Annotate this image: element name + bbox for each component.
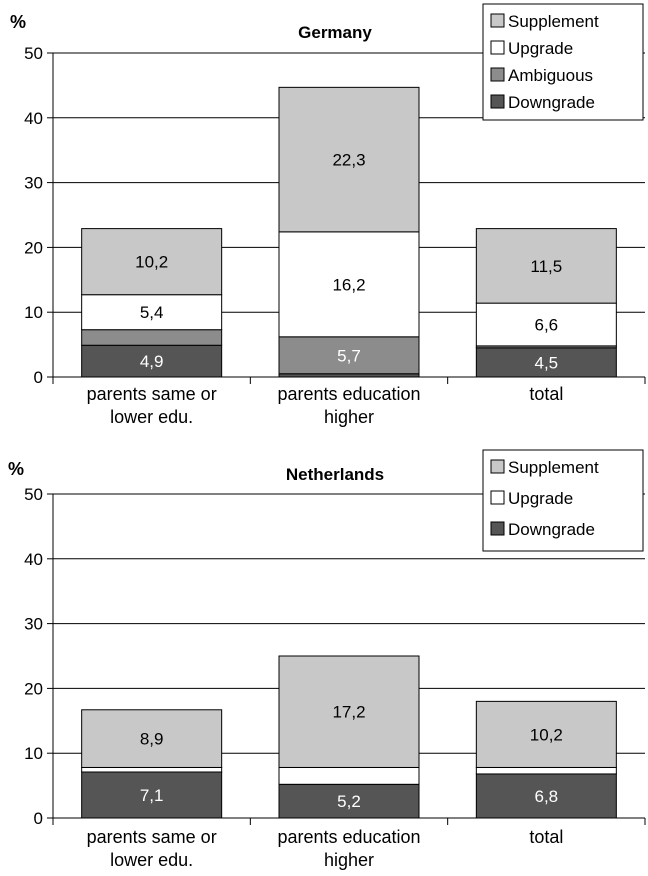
- data-label: 10,2: [530, 725, 563, 744]
- bar-segment-supplement: [278, 655, 420, 768]
- x-tick-label: higher: [324, 850, 374, 870]
- bar-segment-supplement: [278, 86, 420, 233]
- chart-title: Netherlands: [286, 465, 384, 484]
- chart-germany: 4,9 5,4 10,2 parents same or lower edu. 5,7 16…: [10, 3, 646, 427]
- legend-swatch-downgrade: [490, 521, 505, 536]
- y-tick-label: 20: [24, 238, 43, 257]
- legend: [482, 449, 644, 552]
- data-label: 5,4: [140, 303, 164, 322]
- y-tick-label: 50: [24, 44, 43, 63]
- y-tick-label: 40: [24, 109, 43, 128]
- bar-segment-upgrade: [81, 766, 223, 773]
- x-tick-label: parents same or: [87, 384, 217, 404]
- data-label: 4,5: [535, 353, 559, 372]
- data-label: 11,5: [530, 257, 562, 276]
- y-tick-label: 0: [34, 809, 43, 828]
- bar-segment-upgrade: [475, 766, 617, 775]
- x-tick-label: total: [529, 384, 563, 404]
- bar-segment-downgrade: [81, 344, 223, 378]
- data-label: 22,3: [332, 151, 365, 170]
- data-label: 17,2: [332, 703, 365, 722]
- bar-segment-downgrade: [278, 783, 420, 819]
- bar-segment-upgrade: [475, 302, 617, 347]
- legend-entry: Supplement: [508, 12, 599, 31]
- y-tick-label: 50: [24, 485, 43, 504]
- data-label: 8,9: [140, 730, 164, 749]
- legend-entry: Upgrade: [508, 489, 573, 508]
- legend-entry: Upgrade: [508, 39, 573, 58]
- y-axis-label: %: [10, 12, 26, 32]
- bar-segment-upgrade: [278, 231, 420, 338]
- x-tick-label: higher: [324, 407, 374, 427]
- legend-swatch-supplement: [490, 13, 505, 28]
- data-label: 7,1: [140, 786, 164, 805]
- legend-entry: Downgrade: [508, 520, 595, 539]
- bar-segment-ambiguous: [81, 329, 223, 346]
- y-tick-label: 10: [24, 303, 43, 322]
- legend-entry: Ambiguous: [508, 66, 593, 85]
- bar-segment-upgrade: [81, 294, 223, 331]
- bar-segment-ambiguous: [278, 336, 420, 375]
- data-label: 6,6: [535, 316, 559, 335]
- chart-title: Germany: [298, 23, 372, 42]
- x-tick-label: lower edu.: [110, 850, 193, 870]
- bar-segment-upgrade: [278, 766, 420, 785]
- legend-entry: Downgrade: [508, 93, 595, 112]
- legend: [482, 3, 644, 121]
- chart-netherlands: 7,1 8,9 parents same or lower edu. 5,2 17,2 pa…: [8, 449, 646, 870]
- legend-swatch-upgrade: [490, 490, 505, 505]
- legend-swatch-ambiguous: [490, 67, 505, 82]
- x-tick-label: parents education: [277, 827, 420, 847]
- bar-segment-supplement: [81, 228, 223, 296]
- data-label: 4,9: [140, 352, 164, 371]
- x-tick-label: parents education: [277, 384, 420, 404]
- legend-entry: Supplement: [508, 458, 599, 477]
- data-label: 6,8: [535, 787, 559, 806]
- y-tick-label: 20: [24, 679, 43, 698]
- data-label: 16,2: [332, 275, 365, 294]
- bar-segment-downgrade: [475, 773, 617, 819]
- y-tick-label: 30: [24, 174, 43, 193]
- y-tick-label: 30: [24, 615, 43, 634]
- bar-segment-supplement: [81, 709, 223, 768]
- y-tick-label: 40: [24, 550, 43, 569]
- y-axis-label: %: [8, 459, 24, 479]
- data-label: 5,2: [337, 792, 361, 811]
- legend-swatch-downgrade: [490, 94, 505, 109]
- y-tick-label: 0: [34, 368, 43, 387]
- legend-swatch-supplement: [490, 459, 505, 474]
- x-tick-label: lower edu.: [110, 407, 193, 427]
- data-label: 10,2: [135, 253, 168, 272]
- y-tick-label: 10: [24, 744, 43, 763]
- x-tick-label: total: [529, 827, 563, 847]
- x-tick-label: parents same or: [87, 827, 217, 847]
- legend-swatch-upgrade: [490, 40, 505, 55]
- bar-segment-supplement: [475, 228, 617, 304]
- bar-segment-supplement: [475, 700, 617, 768]
- data-label: 5,7: [337, 346, 361, 365]
